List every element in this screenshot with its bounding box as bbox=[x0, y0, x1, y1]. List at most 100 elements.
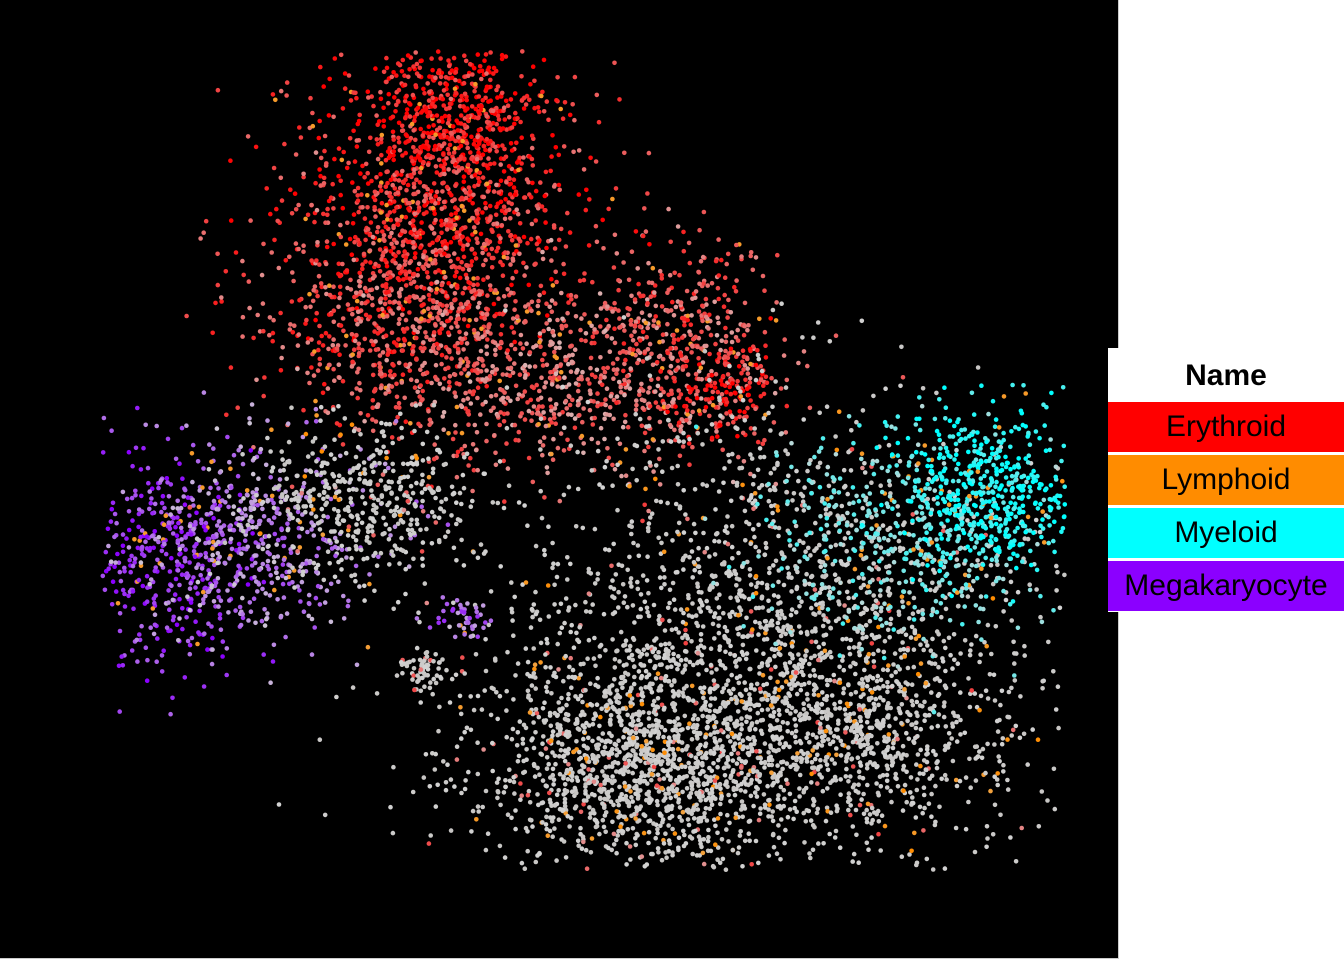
scatter-point bbox=[368, 260, 373, 265]
scatter-point bbox=[383, 484, 388, 489]
scatter-point bbox=[301, 407, 306, 413]
scatter-point bbox=[557, 187, 562, 193]
scatter-point bbox=[272, 587, 277, 593]
scatter-point bbox=[512, 346, 518, 352]
scatter-point bbox=[363, 300, 368, 306]
scatter-point bbox=[170, 597, 176, 603]
scatter-point bbox=[369, 524, 375, 529]
scatter-point bbox=[250, 531, 255, 536]
scatter-point bbox=[697, 227, 702, 233]
scatter-point bbox=[483, 668, 489, 674]
scatter-point bbox=[520, 346, 526, 351]
scatter-point bbox=[394, 73, 399, 78]
scatter-point bbox=[465, 363, 470, 369]
scatter-point bbox=[612, 467, 618, 472]
scatter-point bbox=[402, 262, 408, 267]
scatter-point bbox=[331, 308, 337, 314]
scatter-point bbox=[634, 398, 639, 403]
scatter-point bbox=[408, 535, 414, 541]
scatter-point bbox=[462, 156, 467, 161]
scatter-point bbox=[709, 368, 714, 374]
scatter-point bbox=[427, 625, 433, 630]
scatter-point bbox=[484, 384, 490, 389]
scatter-point bbox=[280, 573, 285, 579]
scatter-point bbox=[261, 393, 267, 399]
scatter-point bbox=[408, 483, 414, 489]
scatter-point bbox=[393, 260, 398, 266]
scatter-point bbox=[715, 434, 720, 439]
scatter-point bbox=[414, 616, 420, 621]
scatter-point bbox=[365, 181, 371, 186]
scatter-point bbox=[459, 195, 465, 201]
scatter-point bbox=[527, 350, 533, 355]
scatter-point bbox=[562, 375, 567, 380]
scatter-point bbox=[510, 370, 516, 376]
scatter-point bbox=[561, 144, 567, 149]
scatter-point bbox=[485, 831, 491, 836]
scatter-point bbox=[757, 316, 762, 322]
scatter-point bbox=[400, 153, 405, 158]
scatter-point bbox=[303, 321, 308, 326]
scatter-point bbox=[307, 494, 313, 499]
scatter-point bbox=[462, 285, 468, 291]
scatter-point bbox=[106, 566, 111, 571]
scatter-point bbox=[338, 222, 343, 228]
scatter-point bbox=[455, 128, 461, 133]
scatter-point bbox=[385, 352, 391, 358]
scatter-point bbox=[379, 152, 384, 158]
scatter-point bbox=[647, 341, 653, 347]
scatter-point bbox=[338, 323, 344, 328]
scatter-point bbox=[781, 353, 787, 358]
scatter-point bbox=[451, 55, 457, 61]
scatter-point bbox=[621, 368, 626, 374]
scatter-point bbox=[336, 497, 342, 503]
scatter-point bbox=[430, 490, 435, 496]
scatter-point bbox=[359, 300, 365, 306]
scatter-point bbox=[426, 263, 431, 269]
scatter-point bbox=[493, 212, 499, 218]
scatter-point bbox=[445, 522, 451, 527]
scatter-point bbox=[109, 506, 115, 512]
scatter-point bbox=[535, 105, 541, 110]
scatter-point bbox=[260, 506, 265, 512]
scatter-point bbox=[668, 370, 674, 376]
scatter-point bbox=[502, 216, 508, 222]
scatter-point bbox=[420, 556, 425, 562]
scatter-point bbox=[517, 372, 523, 378]
scatter-point bbox=[253, 560, 258, 566]
scatter-point bbox=[528, 195, 534, 200]
scatter-point bbox=[455, 324, 460, 329]
scatter-point bbox=[195, 591, 200, 596]
scatter-point bbox=[255, 502, 260, 508]
scatter-point bbox=[370, 398, 376, 403]
scatter-point bbox=[695, 807, 701, 812]
scatter-point bbox=[138, 534, 143, 540]
scatter-point bbox=[475, 335, 481, 341]
scatter-point bbox=[471, 287, 477, 293]
scatter-point bbox=[531, 404, 537, 409]
scatter-point bbox=[282, 141, 287, 147]
scatter-point bbox=[165, 524, 171, 529]
scatter-point bbox=[349, 332, 355, 337]
scatter-point bbox=[412, 295, 418, 300]
scatter-point bbox=[114, 520, 119, 526]
scatter-point bbox=[544, 99, 550, 104]
scatter-point bbox=[267, 593, 273, 598]
scatter-point bbox=[334, 539, 340, 544]
scatter-point bbox=[379, 161, 384, 166]
scatter-point bbox=[209, 459, 214, 465]
scatter-point bbox=[555, 317, 560, 323]
scatter-point bbox=[575, 367, 580, 373]
scatter-point bbox=[425, 274, 431, 280]
scatter-point bbox=[370, 529, 375, 534]
scatter-point bbox=[332, 437, 337, 443]
scatter-point bbox=[338, 432, 343, 438]
scatter-point bbox=[651, 469, 656, 474]
scatter-point bbox=[665, 350, 670, 356]
scatter-point bbox=[551, 411, 557, 417]
scatter-point bbox=[560, 116, 566, 121]
scatter-point bbox=[276, 265, 282, 271]
scatter-point bbox=[130, 518, 135, 523]
scatter-point bbox=[180, 543, 185, 549]
scatter-point bbox=[351, 128, 356, 134]
